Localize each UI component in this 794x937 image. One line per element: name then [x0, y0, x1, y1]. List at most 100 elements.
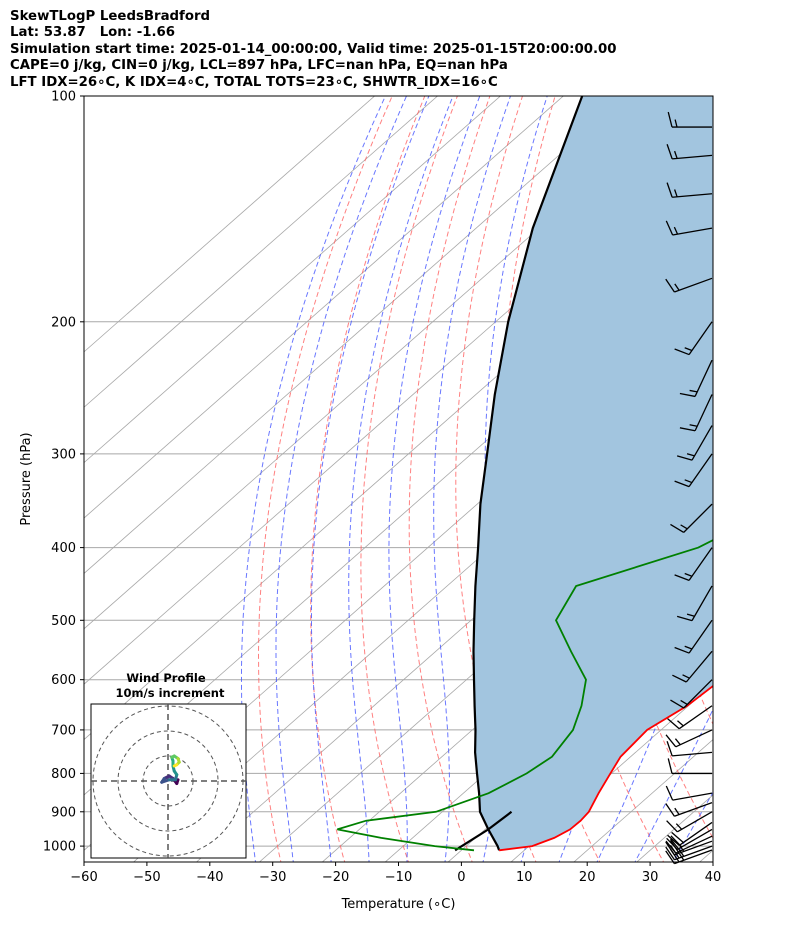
- y-axis-label: Pressure (hPa): [19, 432, 34, 525]
- wind-barb-feather: [673, 226, 679, 235]
- x-tick-label: 30: [642, 870, 659, 885]
- title-stability-indices: LFT IDX=26∘C, K IDX=4∘C, TOTAL TOTS=23∘C…: [10, 74, 498, 90]
- cape-cin-fill: [473, 96, 713, 851]
- wind-barb-feather: [677, 720, 684, 727]
- title-cape-indices: CAPE=0 j/kg, CIN=0 j/kg, LCL=897 hPa, LF…: [10, 58, 508, 74]
- wind-barb-feather: [674, 646, 690, 654]
- wind-barb: [665, 220, 713, 236]
- wind-barb: [666, 144, 713, 160]
- hodograph-ring: [117, 730, 219, 832]
- x-tick-label: −20: [322, 870, 349, 885]
- x-tick-label: −30: [259, 870, 286, 885]
- moist-adiabat: [348, 96, 454, 862]
- wind-barb-feather: [676, 615, 693, 622]
- fill-layer: [473, 96, 713, 851]
- chart-title-block: SkewTLogP LeedsBradford Lat: 53.87 Lon: …: [10, 9, 617, 91]
- wind-barb-feather: [665, 840, 677, 854]
- wind-barb-staff: [694, 394, 713, 432]
- dry-adiabat: [258, 96, 393, 862]
- axes-layer: −60 −50 −40 −30 −20 −10 0 10 20 30 40 100 200 300 400 5…: [19, 90, 721, 913]
- wind-barb: [667, 821, 713, 846]
- y-tick-label: 1000: [43, 840, 76, 855]
- hodograph-title: Wind Profile: [126, 671, 206, 685]
- wind-barb: [667, 705, 713, 730]
- x-tick-label: 0: [457, 870, 465, 885]
- y-tick-label: 400: [51, 541, 76, 556]
- wind-barb-staff: [685, 650, 713, 683]
- dry-adiabat: [778, 96, 794, 865]
- wind-barb-feather: [665, 278, 675, 293]
- moist-adiabat: [388, 96, 481, 862]
- y-tick-label: 900: [51, 805, 76, 820]
- wind-barb-feather: [674, 738, 681, 746]
- wind-barb-feather: [686, 453, 695, 457]
- y-tick-label: 800: [51, 767, 76, 782]
- x-axis-label: Temperature (∘C): [341, 897, 456, 912]
- wind-barb-feather: [674, 807, 680, 815]
- wind-barb-staff: [674, 277, 713, 293]
- wind-barb-feather: [672, 674, 687, 683]
- x-tick-label: −10: [385, 870, 412, 885]
- wind-barb-feather: [674, 574, 690, 581]
- wind-barb: [665, 785, 713, 801]
- dewpoint-line: [337, 539, 713, 852]
- wind-barb-feather: [674, 480, 690, 488]
- wind-barb-staff: [677, 828, 713, 850]
- wind-barb-feather: [666, 820, 678, 833]
- wind-barb: [674, 619, 713, 654]
- wind-barb: [665, 729, 713, 748]
- wind-barb: [667, 111, 712, 128]
- wind-barb-feather: [667, 834, 680, 846]
- wind-barb-staff: [678, 705, 713, 730]
- wind-barb-staff: [672, 154, 713, 160]
- wind-barb-feather: [670, 523, 685, 533]
- title-times: Simulation start time: 2025-01-14_00:00:…: [10, 41, 617, 57]
- x-tick-label: −50: [133, 870, 160, 885]
- wind-barb-feather: [682, 674, 690, 679]
- wind-barb-staff: [674, 840, 713, 856]
- wind-barb-staff: [674, 849, 713, 865]
- isotherm-gridline: [84, 96, 439, 408]
- wind-barb: [665, 801, 713, 817]
- dry-adiabat: [360, 96, 458, 862]
- wind-barb-feather: [676, 455, 693, 461]
- wind-barb-feather: [679, 392, 696, 398]
- wind-barb-staff: [691, 585, 713, 621]
- wind-barb-feather: [665, 803, 675, 817]
- wind-barb-feather: [665, 734, 677, 748]
- wind-barb-staff: [688, 547, 713, 581]
- wind-barb: [667, 758, 712, 775]
- title-station: SkewTLogP LeedsBradford: [10, 9, 211, 24]
- wind-barb-staff: [678, 821, 713, 846]
- title-coordinates: Lat: 53.87 Lon: -1.66: [10, 25, 176, 41]
- wind-barb-feather: [666, 144, 673, 160]
- parcel-surface-line: [454, 810, 513, 852]
- x-tick-label: −60: [70, 870, 97, 885]
- x-tick-label: 20: [579, 870, 596, 885]
- wind-barb-feather: [680, 524, 688, 530]
- wind-barb-staff: [691, 425, 713, 461]
- wind-barb-staff: [672, 193, 713, 198]
- wind-barb-staff: [688, 619, 713, 654]
- wind-barb-staff: [672, 227, 713, 236]
- wind-barbs: [665, 111, 713, 865]
- wind-barb-feather: [689, 424, 698, 427]
- wind-barb: [679, 394, 713, 432]
- dry-adiabat: [742, 96, 794, 865]
- wind-barb: [670, 679, 713, 709]
- y-tick-label: 700: [51, 723, 76, 738]
- dry-adiabat: [543, 96, 665, 862]
- wind-barb: [676, 585, 713, 622]
- wind-barb-staff: [672, 751, 713, 757]
- x-tick-label: −40: [196, 870, 223, 885]
- wind-barb-feather: [666, 741, 673, 757]
- moist-adiabat: [634, 708, 713, 862]
- wind-barb-staff: [688, 453, 713, 488]
- wind-barb-staff: [688, 321, 713, 355]
- wind-barb: [672, 650, 713, 683]
- hodograph-subtitle: 10m/s increment: [116, 686, 225, 700]
- wind-barb: [665, 277, 713, 293]
- x-tick-label: 40: [705, 870, 722, 885]
- y-tick-label: 100: [51, 90, 76, 105]
